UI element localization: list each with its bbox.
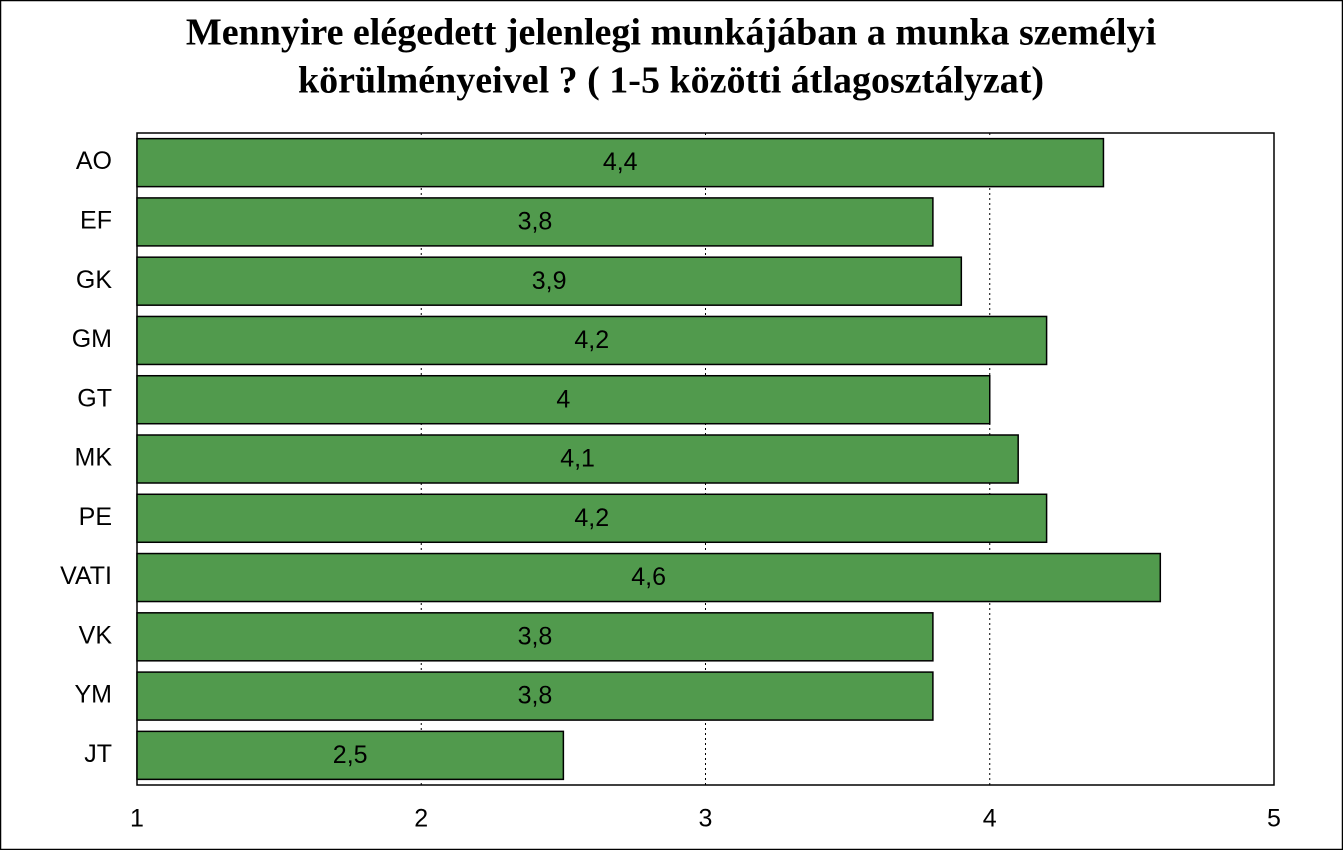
x-tick-label: 1 bbox=[130, 805, 144, 833]
bar bbox=[136, 671, 934, 721]
value-label: 4,4 bbox=[603, 148, 638, 176]
bar bbox=[136, 374, 991, 425]
bar bbox=[136, 197, 934, 247]
x-tick-label: 5 bbox=[1267, 805, 1281, 833]
y-tick-label: EF bbox=[80, 207, 112, 235]
value-label: 4 bbox=[556, 385, 570, 413]
y-tick-label: YM bbox=[75, 681, 113, 709]
bar bbox=[136, 730, 565, 781]
value-label: 4,2 bbox=[574, 326, 609, 354]
y-tick-label: VK bbox=[79, 621, 113, 649]
bar bbox=[136, 612, 934, 662]
chart-title: Mennyire elégedett jelenlegi munkájában … bbox=[186, 12, 1156, 54]
value-label: 3,8 bbox=[518, 208, 553, 236]
value-label: 2,5 bbox=[333, 741, 368, 769]
value-label: 4,6 bbox=[631, 563, 666, 591]
bar bbox=[136, 493, 1048, 544]
bar bbox=[136, 137, 1105, 188]
value-label: 3,9 bbox=[532, 267, 567, 295]
y-tick-label: GK bbox=[76, 266, 112, 294]
x-tick-label: 4 bbox=[983, 805, 997, 833]
y-tick-label: MK bbox=[75, 444, 113, 472]
y-tick-label: PE bbox=[79, 503, 112, 531]
value-label: 3,8 bbox=[518, 682, 553, 710]
x-tick-label: 3 bbox=[699, 805, 713, 833]
x-tick-label: 2 bbox=[414, 805, 428, 833]
y-tick-label: JT bbox=[84, 740, 112, 768]
value-label: 3,8 bbox=[518, 622, 553, 650]
bar bbox=[136, 434, 1019, 484]
bar bbox=[136, 256, 963, 306]
bar bbox=[136, 552, 1162, 603]
y-tick-label: GM bbox=[72, 325, 112, 353]
chart-title: körülményeivel ? ( 1-5 közötti átlagoszt… bbox=[298, 60, 1044, 102]
y-tick-label: AO bbox=[76, 147, 112, 175]
value-label: 4,2 bbox=[574, 504, 609, 532]
value-label: 4,1 bbox=[560, 445, 595, 473]
y-tick-label: VATI bbox=[60, 562, 112, 590]
y-tick-label: GT bbox=[77, 384, 112, 412]
bar bbox=[136, 315, 1048, 366]
